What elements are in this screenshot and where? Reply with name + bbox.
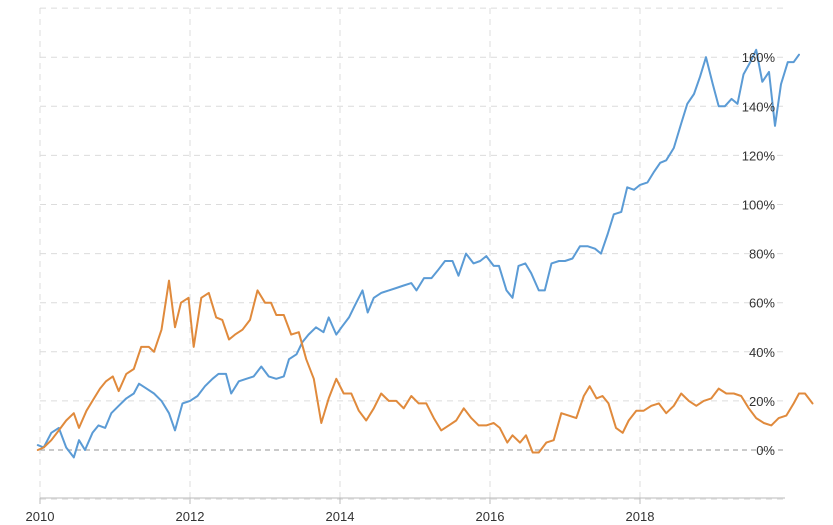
x-tick-label: 2016 (476, 509, 505, 524)
x-tick-label: 2014 (326, 509, 355, 524)
y-tick-label: 140% (742, 99, 776, 114)
y-axis-ticks: 0% 20% 40% 60% 80% 100% 120% 140% 160% (742, 50, 776, 458)
x-tick-label: 2018 (626, 509, 655, 524)
series-line-1 (36, 48, 800, 459)
y-tick-label: 0% (756, 443, 775, 458)
y-tick-label: 40% (749, 345, 775, 360)
y-tick-label: 20% (749, 394, 775, 409)
x-axis-ticks: 2010 2012 2014 2016 2018 (26, 497, 785, 524)
x-tick-label: 2012 (176, 509, 205, 524)
y-tick-label: 120% (742, 148, 776, 163)
x-tick-label: 2010 (26, 509, 55, 524)
series-line-2 (36, 279, 814, 454)
y-tick-label: 60% (749, 296, 775, 311)
y-tick-label: 80% (749, 247, 775, 262)
series-layer (36, 48, 814, 459)
y-tick-label: 100% (742, 198, 776, 213)
y-tick-label: 160% (742, 50, 776, 65)
gridlines (39, 7, 785, 500)
